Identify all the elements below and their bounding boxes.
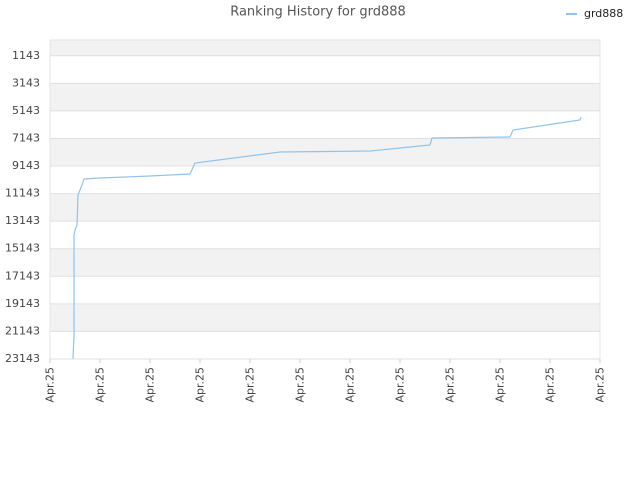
x-tick-label: Apr.25 (444, 367, 457, 403)
x-tick-label: Apr.25 (244, 367, 257, 403)
y-tick-label: 15143 (5, 242, 40, 255)
y-tick-label: 13143 (5, 214, 40, 227)
x-tick-label: Apr.25 (344, 367, 357, 403)
x-tick-label: Apr.25 (594, 367, 607, 403)
y-tick-label: 9143 (12, 159, 40, 172)
x-tick-label: Apr.25 (544, 367, 557, 403)
grid-band (50, 138, 600, 167)
y-tick-label: 17143 (5, 269, 40, 282)
x-tick-label: Apr.25 (494, 367, 507, 403)
y-tick-label: 23143 (5, 352, 40, 365)
series-line (72, 116, 582, 360)
grid-band (50, 193, 600, 222)
x-tick-label: Apr.25 (94, 367, 107, 403)
grid-band (50, 303, 600, 332)
grid-band (50, 248, 600, 277)
grid-band (50, 83, 600, 111)
chart-title: Ranking History for grd888 (230, 5, 406, 20)
y-tick-label: 7143 (12, 131, 40, 144)
legend-label: grd888 (584, 7, 623, 20)
y-tick-label: 5143 (12, 104, 40, 117)
y-tick-label: 11143 (5, 187, 40, 200)
grid-band (50, 40, 600, 56)
y-tick-label: 19143 (5, 297, 40, 310)
x-tick-label: Apr.25 (144, 367, 157, 403)
x-tick-label: Apr.25 (44, 367, 57, 403)
x-tick-label: Apr.25 (294, 367, 307, 403)
x-tick-label: Apr.25 (394, 367, 407, 403)
y-tick-label: 1143 (12, 49, 40, 62)
y-tick-label: 3143 (12, 76, 40, 89)
x-tick-label: Apr.25 (194, 367, 207, 403)
y-tick-label: 21143 (5, 324, 40, 337)
